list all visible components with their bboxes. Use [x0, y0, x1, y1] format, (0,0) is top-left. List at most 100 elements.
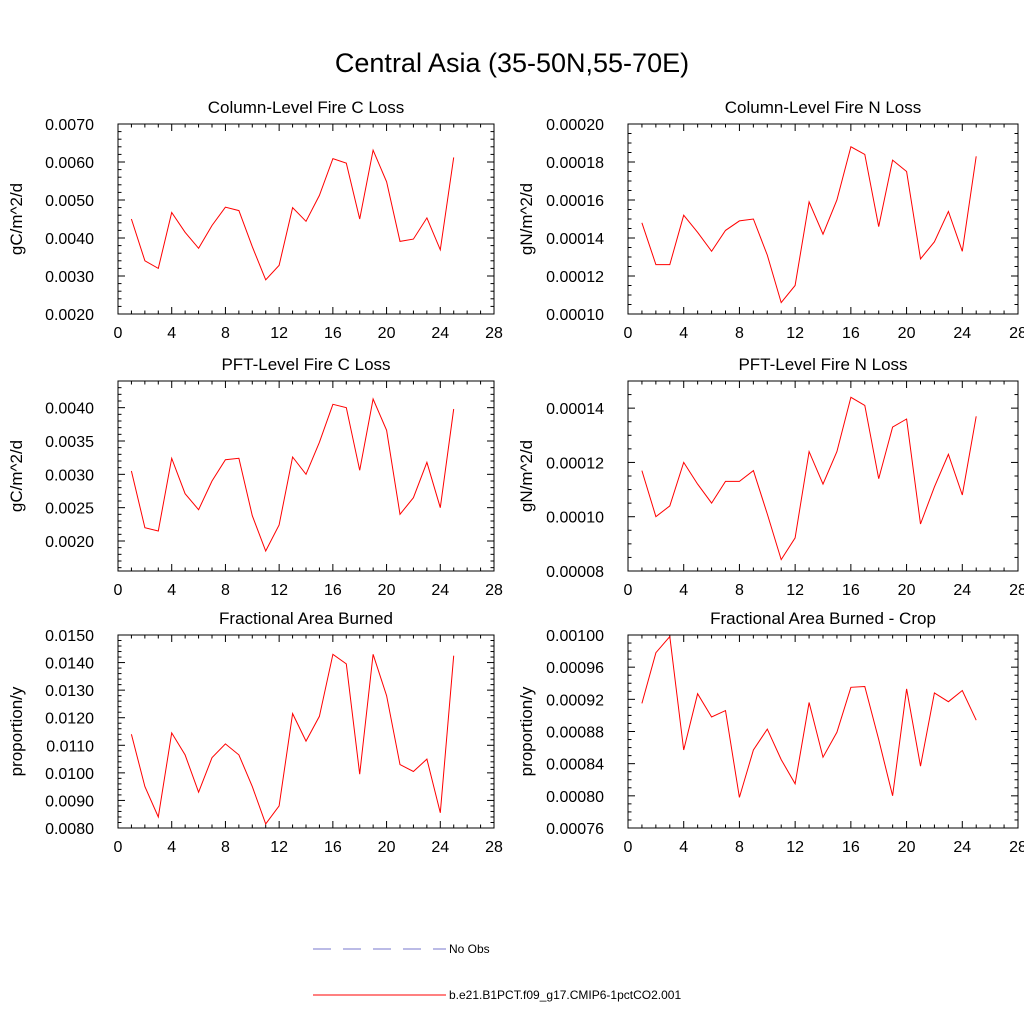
y-axis-label: proportion/y	[517, 686, 536, 776]
x-tick-label: 12	[270, 839, 288, 856]
x-tick-label: 16	[842, 325, 860, 342]
x-tick-label: 28	[485, 839, 503, 856]
legend-no-obs-label: No Obs	[449, 942, 490, 956]
y-tick-label: 0.00012	[546, 269, 604, 286]
y-tick-label: 0.0040	[45, 401, 94, 418]
y-tick-label: 0.0150	[45, 628, 94, 645]
x-tick-label: 8	[221, 839, 230, 856]
x-tick-label: 20	[898, 582, 916, 599]
series-line	[641, 635, 977, 798]
y-tick-label: 0.0020	[45, 534, 94, 551]
x-tick-label: 8	[735, 325, 744, 342]
y-tick-label: 0.00076	[546, 821, 604, 838]
y-tick-label: 0.00014	[546, 401, 604, 418]
x-tick-label: 24	[953, 582, 971, 599]
x-tick-label: 0	[624, 582, 633, 599]
x-tick-label: 0	[114, 325, 123, 342]
y-tick-label: 0.0120	[45, 711, 94, 728]
x-tick-label: 16	[324, 582, 342, 599]
x-tick-label: 16	[842, 839, 860, 856]
x-tick-label: 0	[114, 839, 123, 856]
x-tick-label: 4	[167, 582, 176, 599]
x-tick-label: 24	[431, 839, 449, 856]
x-tick-label: 4	[167, 839, 176, 856]
x-tick-label: 4	[679, 839, 688, 856]
x-tick-label: 8	[221, 582, 230, 599]
y-tick-label: 0.0025	[45, 501, 94, 518]
y-tick-label: 0.00084	[546, 757, 604, 774]
y-tick-label: 0.0080	[45, 821, 94, 838]
y-axis-label: gN/m^2/d	[517, 440, 536, 512]
y-tick-label: 0.0140	[45, 656, 94, 673]
x-tick-label: 24	[953, 325, 971, 342]
x-tick-label: 8	[735, 582, 744, 599]
y-tick-label: 0.00080	[546, 789, 604, 806]
y-tick-label: 0.00092	[546, 692, 604, 709]
y-tick-label: 0.0110	[46, 738, 94, 755]
y-tick-label: 0.00008	[546, 564, 604, 581]
chart-panel-1: Column-Level Fire N Loss gN/m^2/d 0 4 8 12 16 2…	[517, 98, 1024, 342]
x-tick-label: 16	[324, 325, 342, 342]
y-tick-label: 0.0090	[45, 793, 94, 810]
y-tick-label: 0.00018	[546, 155, 604, 172]
x-tick-label: 28	[1009, 325, 1024, 342]
y-tick-label: 0.0060	[45, 155, 94, 172]
x-tick-label: 12	[270, 325, 288, 342]
x-tick-label: 16	[842, 582, 860, 599]
series-line	[130, 148, 455, 281]
chart-title: PFT-Level Fire N Loss	[738, 355, 907, 374]
x-tick-label: 0	[624, 839, 633, 856]
x-tick-label: 28	[1009, 839, 1024, 856]
y-tick-label: 0.0050	[45, 193, 94, 210]
x-tick-label: 20	[898, 325, 916, 342]
x-tick-label: 0	[624, 325, 633, 342]
y-tick-label: 0.00100	[546, 628, 604, 645]
y-axis-label: gC/m^2/d	[7, 183, 26, 255]
y-axis-label: gC/m^2/d	[7, 440, 26, 512]
x-tick-label: 20	[378, 325, 396, 342]
x-tick-label: 24	[431, 325, 449, 342]
x-tick-label: 4	[679, 582, 688, 599]
chart-panel-3: PFT-Level Fire N Loss gN/m^2/d 0 4 8 12 16 20 24…	[517, 355, 1024, 599]
x-tick-label: 24	[431, 582, 449, 599]
chart-title: Fractional Area Burned - Crop	[710, 609, 936, 628]
y-axis-label: proportion/y	[7, 686, 26, 776]
y-tick-label: 0.00096	[546, 660, 604, 677]
x-tick-label: 8	[735, 839, 744, 856]
chart-title: PFT-Level Fire C Loss	[221, 355, 390, 374]
y-tick-label: 0.00010	[546, 510, 604, 527]
legend-model-label: b.e21.B1PCT.f09_g17.CMIP6-1pctCO2.001	[449, 988, 682, 1002]
x-tick-label: 16	[324, 839, 342, 856]
y-tick-label: 0.0035	[45, 434, 94, 451]
y-tick-label: 0.0030	[45, 269, 94, 286]
x-tick-label: 12	[786, 325, 804, 342]
series-line	[641, 146, 977, 304]
x-tick-label: 0	[114, 582, 123, 599]
x-tick-label: 12	[786, 839, 804, 856]
x-tick-label: 4	[167, 325, 176, 342]
chart-panel-2: PFT-Level Fire C Loss gC/m^2/d 0 4 8 12 16 20 24…	[7, 355, 503, 599]
x-tick-label: 20	[898, 839, 916, 856]
chart-panel-4: Fractional Area Burned proportion/y 0 4 8 12 1…	[7, 609, 503, 856]
chart-title: Fractional Area Burned	[219, 609, 393, 628]
chart-title: Column-Level Fire N Loss	[725, 98, 922, 117]
series-line	[130, 397, 455, 553]
chart-title: Column-Level Fire C Loss	[208, 98, 405, 117]
x-tick-label: 20	[378, 839, 396, 856]
x-tick-label: 4	[679, 325, 688, 342]
series-line	[130, 653, 455, 825]
y-tick-label: 0.00020	[546, 117, 604, 134]
y-tick-label: 0.00010	[546, 307, 604, 324]
series-line	[641, 396, 977, 561]
page-title: Central Asia (35-50N,55-70E)	[334, 48, 690, 78]
y-tick-label: 0.00088	[546, 725, 604, 742]
y-tick-label: 0.00014	[546, 231, 604, 248]
chart-panel-5: Fractional Area Burned - Crop proportion/…	[517, 609, 1024, 856]
y-tick-label: 0.0020	[45, 307, 94, 324]
y-tick-label: 0.0030	[45, 467, 94, 484]
x-tick-label: 28	[1009, 582, 1024, 599]
x-tick-label: 12	[786, 582, 804, 599]
y-tick-label: 0.0100	[45, 766, 94, 783]
x-tick-label: 20	[378, 582, 396, 599]
